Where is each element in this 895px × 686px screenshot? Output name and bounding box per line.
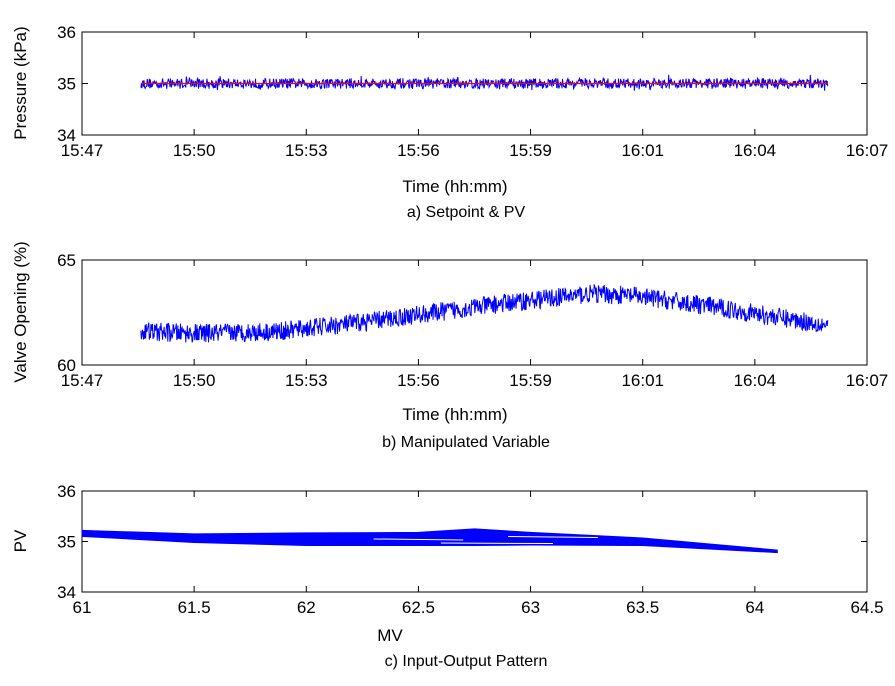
x-tick-label: 16:07	[846, 371, 889, 390]
y-tick-label: 34	[57, 583, 76, 602]
x-tick-label: 15:56	[397, 371, 440, 390]
x-tick-label: 15:56	[397, 141, 440, 160]
pattern-streak	[373, 538, 464, 541]
panel-b-x-label: Time (hh:mm)	[402, 405, 507, 424]
panel-a-x-label: Time (hh:mm)	[402, 177, 507, 196]
x-tick-label: 64	[745, 598, 764, 617]
panel-b-y-ticks: 60 65	[57, 251, 867, 375]
panel-a-y-label: Pressure (kPa)	[11, 26, 30, 139]
panel-a: 15:47 15:50 15:53 15:56 15:59 16:01 16:04 16:07…	[11, 23, 888, 221]
panel-b-x-ticks: 15:47 15:50 15:53 15:56 15:59 16:01 16:04 16:07	[61, 260, 889, 390]
panel-a-x-ticks: 15:47 15:50 15:53 15:56 15:59 16:01 16:04 16:07	[61, 32, 889, 160]
x-tick-label: 61.5	[178, 598, 211, 617]
x-tick-label: 15:59	[509, 371, 552, 390]
panel-c-caption: c) Input-Output Pattern	[385, 653, 548, 670]
panel-a-plot-area	[140, 74, 829, 91]
x-tick-label: 16:01	[621, 141, 664, 160]
panel-a-y-ticks: 34 35 36	[57, 23, 867, 145]
panel-b-y-label: Valve Opening (%)	[11, 241, 30, 382]
x-tick-label: 63.5	[626, 598, 659, 617]
x-tick-label: 15:59	[509, 141, 552, 160]
x-tick-label: 16:04	[734, 141, 777, 160]
x-tick-label: 15:53	[285, 371, 328, 390]
x-tick-label: 16:04	[734, 371, 777, 390]
panel-c-y-label: PV	[11, 529, 30, 552]
x-tick-label: 61	[73, 598, 92, 617]
x-tick-label: 64.5	[850, 598, 883, 617]
x-tick-label: 16:01	[621, 371, 664, 390]
y-tick-label: 34	[57, 126, 76, 145]
x-tick-label: 15:47	[61, 371, 104, 390]
x-tick-label: 16:07	[846, 141, 889, 160]
y-tick-label: 35	[57, 533, 76, 552]
panel-b-plot-area	[140, 284, 829, 343]
panel-c-plot-area	[81, 528, 778, 554]
x-tick-label: 62.5	[402, 598, 435, 617]
y-tick-label: 36	[57, 23, 76, 42]
pv-series-line	[140, 74, 829, 91]
y-tick-label: 60	[57, 356, 76, 375]
pattern-streak	[508, 535, 598, 538]
pattern-streak	[440, 542, 554, 545]
x-tick-label: 15:53	[285, 141, 328, 160]
mv-series-line	[140, 284, 829, 343]
x-tick-label: 15:47	[61, 141, 104, 160]
panel-b-caption: b) Manipulated Variable	[382, 434, 550, 451]
x-tick-label: 63	[521, 598, 540, 617]
x-tick-label: 15:50	[173, 371, 216, 390]
panel-a-caption: a) Setpoint & PV	[407, 204, 526, 221]
panel-c-x-ticks: 61 61.5 62 62.5 63 63.5 64 64.5	[73, 491, 884, 617]
panel-c: 61 61.5 62 62.5 63 63.5 64 64.5 34 35 36 MV c) In…	[11, 482, 884, 670]
panel-c-y-ticks: 34 35 36	[57, 482, 867, 602]
y-tick-label: 36	[57, 482, 76, 501]
x-tick-label: 62	[297, 598, 316, 617]
panel-b: 15:47 15:50 15:53 15:56 15:59 16:01 16:04 16:07…	[11, 241, 888, 451]
pattern-band	[81, 528, 778, 554]
y-tick-label: 35	[57, 75, 76, 94]
x-tick-label: 15:50	[173, 141, 216, 160]
panel-c-x-label: MV	[377, 626, 403, 645]
y-tick-label: 65	[57, 251, 76, 270]
